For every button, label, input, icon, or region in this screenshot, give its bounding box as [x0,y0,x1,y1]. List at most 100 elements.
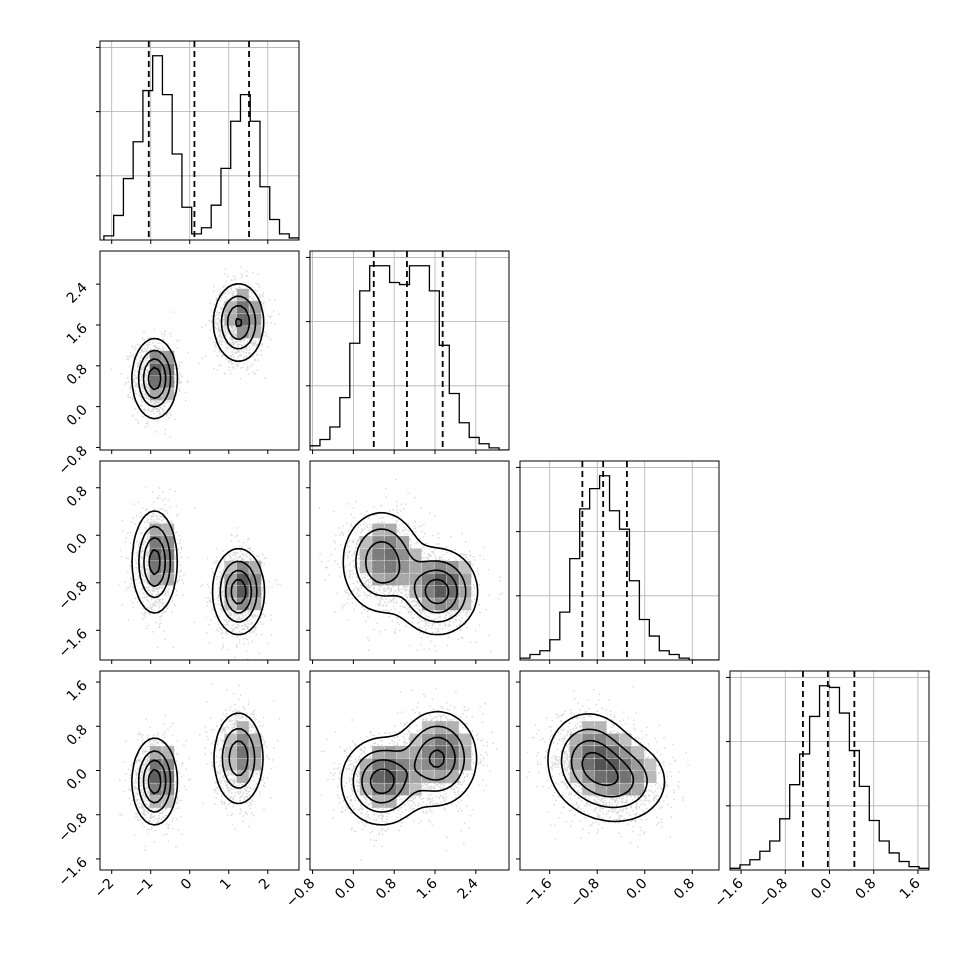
density-cell [372,770,385,783]
contour-3-1-3 [369,749,445,795]
density-cell [594,746,607,759]
density-cell [224,313,237,326]
density-cell [162,746,175,759]
density-cell [619,783,632,796]
y-tick-label-1-3: 1.6 [64,320,91,347]
panel-2-2 [516,460,720,664]
density-cell [459,746,472,759]
y-tick-label-3-0: −1.6 [55,854,90,889]
x-tick-label-1-2: 0.8 [373,876,400,903]
density-cell [421,585,434,598]
density-cell [384,560,397,573]
y-tick-label-2-2: 0.0 [64,531,91,558]
density-cell [446,746,459,759]
density-cell [569,733,582,746]
density-cell [409,783,422,796]
contour-2-1-2 [365,541,458,614]
contour-3-1-2 [361,736,456,804]
y-tick-label-1-1: 0.0 [64,402,91,429]
density-cell [421,758,434,771]
density-cell [409,573,422,586]
x-tick-label-2-2: 0.0 [624,876,651,903]
density-cell [631,770,644,783]
x-tick-label-3-3: 0.8 [852,876,879,903]
y-tick-label-1-4: 2.4 [64,280,91,307]
density-cell [397,548,410,561]
density-cell [224,585,237,598]
panel-1-1 [306,250,510,454]
panel-2-0: −1.6 −0.8 0.0 0.8 [55,460,300,664]
x-tick-label-3-0: −1.6 [712,875,747,910]
density-cell [607,770,620,783]
panel-frame-1-1 [309,250,510,451]
density-cell [249,746,262,759]
x-tick-label-0-2: 0 [178,876,196,894]
contour-3-2-0 [547,713,666,823]
panel-body-1-0 [110,266,280,438]
x-tick-label-2-3: 0.8 [671,876,698,903]
contour-2-1-3 [424,578,450,605]
y-tick-label-1-0: −0.8 [55,443,90,478]
y-tick-label-3-4: 1.6 [64,678,91,705]
contour-3-0-3 [147,768,162,795]
density-cell [397,573,410,586]
density-cell [372,548,385,561]
density-cell [619,733,632,746]
density-cell [236,585,249,598]
density-cell [249,758,262,771]
density-cell [631,758,644,771]
density-cell [372,746,385,759]
density-cell [409,548,422,561]
density-cell [236,288,249,301]
contour-3-1-0 [340,710,478,826]
density-cell [384,746,397,759]
x-tick-label-1-4: 2.4 [455,875,482,902]
contour-2-0-2 [143,536,253,614]
density-cell [631,746,644,759]
x-tick-label-2-1: −0.8 [568,876,603,911]
density-cell [409,746,422,759]
panel-3-2: −1.6 −0.8 0.0 0.8 [516,670,720,911]
density-cell [619,770,632,783]
panel-body-2-1 [318,478,503,653]
contour-3-2-1 [560,728,648,809]
x-tick-label-3-1: −0.8 [756,876,791,911]
x-tick-label-0-0: −2 [92,876,118,902]
density-cell [249,585,262,598]
histogram-2 [520,475,719,660]
contour-1-0-3 [147,317,243,391]
density-cell [582,733,595,746]
density-cell [372,560,385,573]
density-cell [249,301,262,314]
y-tick-label-3-2: 0.0 [64,766,91,793]
y-tick-label-2-3: 0.8 [64,483,91,510]
panel-frame-2-1 [309,460,510,661]
panel-frame-2-0 [99,460,300,661]
contour-3-1-1 [352,725,466,813]
density-cell [631,783,644,796]
y-tick-label-1-2: 0.8 [64,361,91,388]
x-tick-label-1-0: −0.8 [283,876,318,911]
panel-frame-0-0 [99,40,300,241]
density-cell [236,733,249,746]
density-cell [236,573,249,586]
density-cell [236,721,249,734]
density-cell [249,326,262,339]
panel-3-3: −1.6 −0.8 0.0 0.8 1.6 [712,670,930,911]
density-cell [384,548,397,561]
density-cell [421,573,434,586]
density-cell [409,560,422,573]
y-tick-label-2-1: −0.8 [55,578,90,613]
panel-frame-3-1 [309,670,510,871]
contour-3-0-2 [142,740,249,804]
density-cell [446,585,459,598]
contour-3-0-1 [137,728,256,813]
panel-frame-1-0 [99,250,300,451]
density-cell [434,585,447,598]
density-cell [236,313,249,326]
x-tick-label-0-4: 2 [256,876,274,894]
panel-body-3-2 [526,686,689,848]
density-cell [582,721,595,734]
density-cell [384,536,397,549]
density-cell [619,746,632,759]
